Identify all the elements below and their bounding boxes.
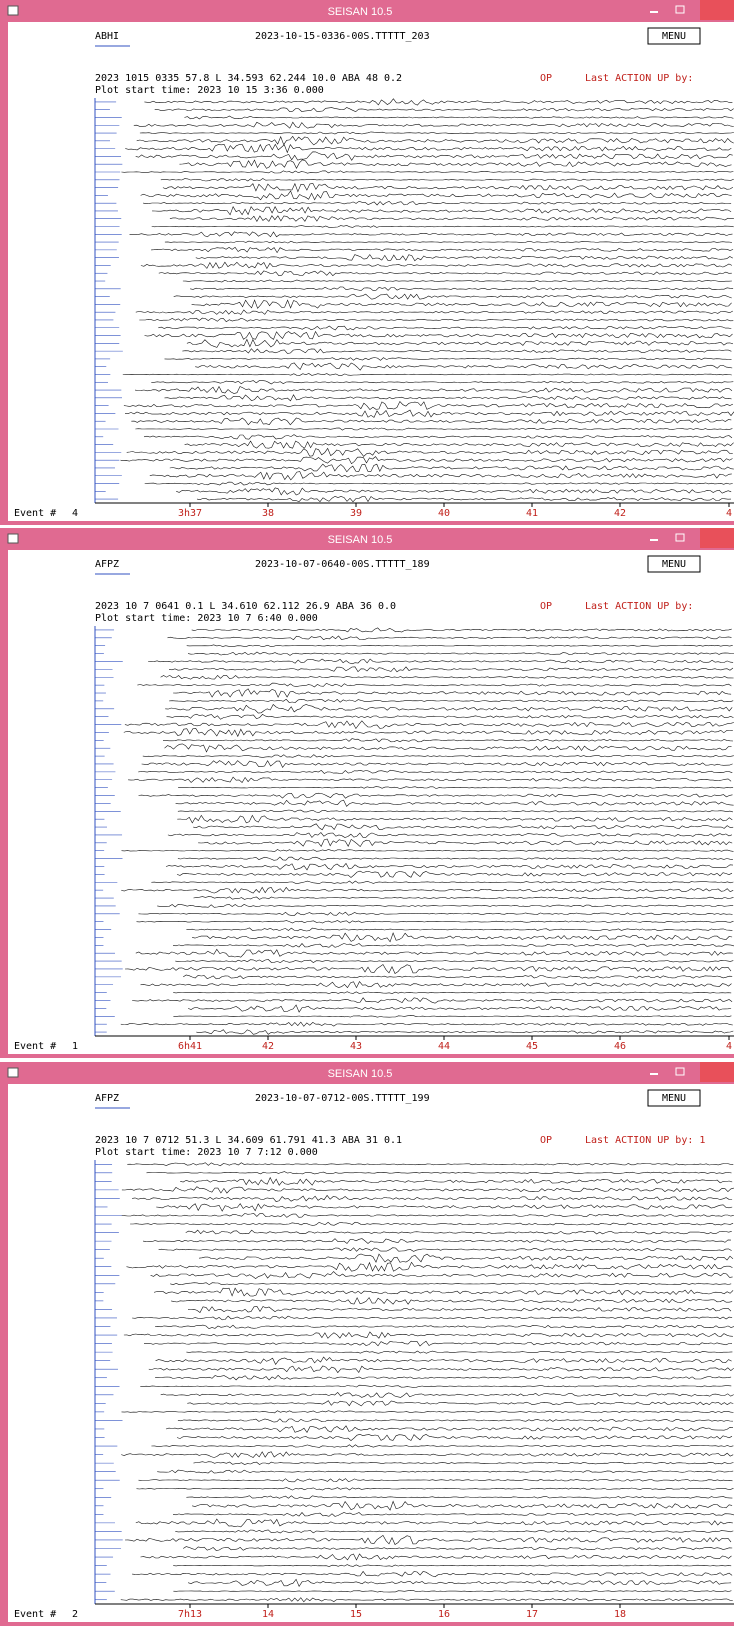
plot-start: Plot start time: 2023 10 15 3:36 0.000 [95,85,324,96]
file-name: 2023-10-15-0336-00S.TTTTT_203 [255,31,430,42]
event-label: Event # [14,1041,56,1052]
op-label: OP [540,601,552,612]
station-name: AFPZ [95,559,119,570]
menu-label[interactable]: MENU [662,31,686,42]
close-button[interactable] [700,528,734,548]
minimize-button[interactable] [650,539,658,541]
time-label: 16 [438,1609,450,1620]
time-label: 17 [526,1609,538,1620]
event-label: Event # [14,1609,56,1620]
time-label: 14 [262,1609,274,1620]
last-action: Last ACTION UP by: [585,601,693,612]
time-label: 40 [438,508,450,519]
window-body [8,22,734,521]
app-icon [8,6,18,15]
time-label: 7h13 [178,1609,202,1620]
file-name: 2023-10-07-0640-00S.TTTTT_189 [255,559,430,570]
event-info: 2023 1015 0335 57.8 L 34.593 62.244 10.0… [95,73,402,84]
app-icon [8,1068,18,1077]
time-label: 45 [526,1041,538,1052]
window-body [8,550,734,1054]
time-label: 43 [350,1041,362,1052]
event-info: 2023 10 7 0712 51.3 L 34.609 61.791 41.3… [95,1135,402,1146]
event-label: Event # [14,508,56,519]
time-label: 42 [614,508,626,519]
seisan-window: SEISAN 10.5 AFPZ 2023-10-07-0712-00S.TTTTT… [0,1062,734,1626]
seisan-window: SEISAN 10.5 AFPZ 2023-10-07-0640-00S.TTTTT… [0,528,734,1058]
time-label: 18 [614,1609,626,1620]
event-number: 4 [72,508,78,519]
close-button[interactable] [700,0,734,20]
time-label: 4 [726,508,732,519]
time-label: 42 [262,1041,274,1052]
time-label: 46 [614,1041,626,1052]
seisan-window: SEISAN 10.5 ABHI 2023-10-15-0336-00S.TTTTT… [0,0,734,525]
last-action: Last ACTION UP by: [585,73,693,84]
time-label: 15 [350,1609,362,1620]
op-label: OP [540,1135,552,1146]
menu-label[interactable]: MENU [662,559,686,570]
screen: SEISAN 10.5 ABHI 2023-10-15-0336-00S.TTTTT… [0,0,734,1626]
time-label: 41 [526,508,538,519]
plot-start: Plot start time: 2023 10 7 6:40 0.000 [95,613,318,624]
op-label: OP [540,73,552,84]
minimize-button[interactable] [650,11,658,13]
time-label: 4 [726,1041,732,1052]
station-name: ABHI [95,31,119,42]
window-title: SEISAN 10.5 [328,534,393,546]
minimize-button[interactable] [650,1073,658,1075]
close-button[interactable] [700,1062,734,1082]
time-label: 3h37 [178,508,202,519]
event-info: 2023 10 7 0641 0.1 L 34.610 62.112 26.9 … [95,601,396,612]
time-label: 39 [350,508,362,519]
file-name: 2023-10-07-0712-00S.TTTTT_199 [255,1093,430,1104]
time-label: 6h41 [178,1041,202,1052]
event-number: 1 [72,1041,78,1052]
plot-start: Plot start time: 2023 10 7 7:12 0.000 [95,1147,318,1158]
window-title: SEISAN 10.5 [328,1068,393,1080]
time-label: 38 [262,508,274,519]
app-icon [8,534,18,543]
window-title: SEISAN 10.5 [328,6,393,18]
menu-label[interactable]: MENU [662,1093,686,1104]
page: {"windows": [ {"title": "SEISAN 10.5", "… [0,0,734,1626]
last-action: Last ACTION UP by: 1 [585,1135,705,1146]
event-number: 2 [72,1609,78,1620]
station-name: AFPZ [95,1093,119,1104]
time-label: 44 [438,1041,450,1052]
